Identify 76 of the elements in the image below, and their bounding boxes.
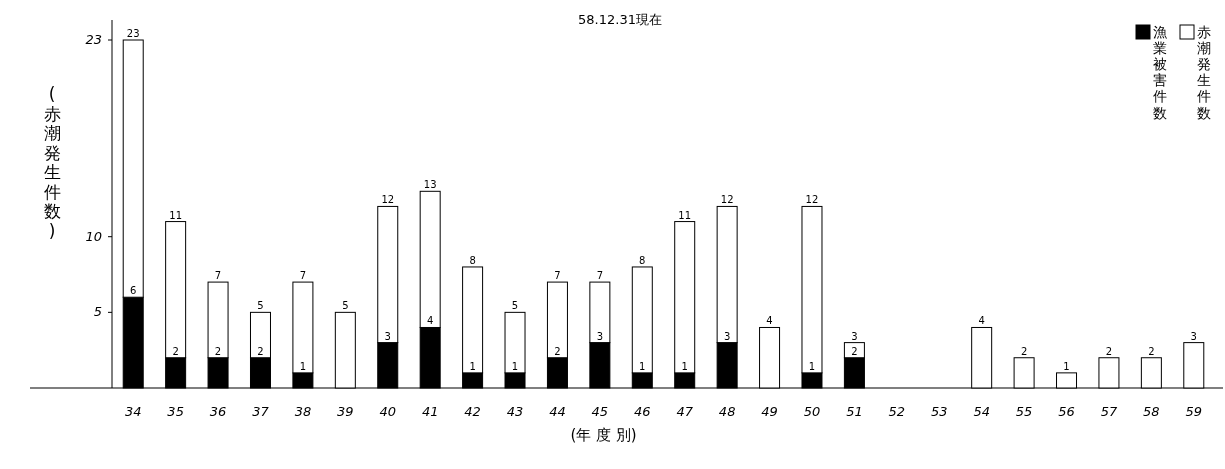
data-label: 3 bbox=[384, 330, 391, 342]
y-tick-label: 5 bbox=[93, 304, 102, 320]
data-label: 6 bbox=[130, 285, 137, 297]
x-tick-label: 53 bbox=[930, 404, 948, 419]
data-label: 3 bbox=[723, 330, 731, 342]
x-tick-label: 40 bbox=[379, 404, 397, 419]
legend-label: 漁業被害件数 bbox=[1153, 24, 1167, 121]
x-tick-label: 34 bbox=[124, 404, 142, 419]
total-label: 3 bbox=[851, 330, 858, 342]
legend: 漁業被害件数 bbox=[1135, 24, 1167, 121]
data-label: 4 bbox=[426, 315, 434, 327]
x-tick-label: 49 bbox=[761, 404, 778, 419]
y-tick-label: 10 bbox=[85, 228, 102, 244]
total-label: 5 bbox=[342, 300, 349, 312]
total-label: 13 bbox=[423, 179, 437, 191]
total-label: 7 bbox=[214, 270, 222, 282]
x-tick-label: 48 bbox=[718, 404, 736, 419]
data-label: 2 bbox=[554, 345, 561, 357]
data-label: 3 bbox=[596, 330, 604, 342]
x-tick-label: 47 bbox=[676, 404, 694, 419]
y-axis-title: (赤潮発生件数) bbox=[43, 84, 61, 241]
x-tick-label: 36 bbox=[209, 404, 227, 419]
x-tick-label: 59 bbox=[1185, 404, 1203, 419]
chart-title: 58.12.31現在 bbox=[578, 12, 662, 27]
data-label: 2 bbox=[257, 345, 264, 357]
total-label: 4 bbox=[978, 315, 985, 327]
total-label: 11 bbox=[169, 209, 182, 221]
total-label: 12 bbox=[805, 194, 819, 206]
x-tick-label: 41 bbox=[421, 404, 439, 419]
total-label: 8 bbox=[469, 254, 476, 266]
total-label: 5 bbox=[511, 300, 519, 312]
x-tick-label: 37 bbox=[252, 404, 270, 419]
total-label: 8 bbox=[639, 254, 646, 266]
x-tick-label: 46 bbox=[634, 404, 651, 419]
total-label: 11 bbox=[678, 209, 692, 221]
data-label: 1 bbox=[299, 360, 307, 372]
x-tick-label: 52 bbox=[888, 404, 906, 419]
total-label: 7 bbox=[596, 270, 604, 282]
x-axis-title: (年 度 別) bbox=[570, 426, 637, 444]
total-label: 2 bbox=[1020, 345, 1028, 357]
x-tick-label: 45 bbox=[591, 404, 609, 419]
data-label: 2 bbox=[172, 345, 179, 357]
total-label: 2 bbox=[1148, 345, 1155, 357]
x-tick-label: 35 bbox=[167, 404, 184, 419]
total-label: 5 bbox=[257, 300, 264, 312]
total-label: 1 bbox=[1063, 360, 1070, 372]
total-label: 23 bbox=[126, 28, 140, 39]
total-label: 12 bbox=[720, 194, 734, 206]
data-label: 1 bbox=[639, 360, 646, 372]
data-label: 1 bbox=[469, 360, 476, 372]
total-label: 7 bbox=[299, 270, 307, 282]
x-tick-label: 42 bbox=[464, 404, 481, 419]
total-label: 3 bbox=[1190, 330, 1197, 342]
x-tick-label: 56 bbox=[1058, 404, 1075, 419]
total-label: 4 bbox=[766, 315, 773, 327]
x-tick-label: 57 bbox=[1100, 404, 1118, 419]
x-tick-label: 55 bbox=[1015, 404, 1033, 419]
data-label: 2 bbox=[851, 345, 858, 357]
x-tick-label: 43 bbox=[506, 404, 524, 419]
x-tick-label: 39 bbox=[337, 404, 354, 419]
total-label: 12 bbox=[381, 194, 395, 206]
data-label: 1 bbox=[511, 360, 519, 372]
legend-label: 赤潮発生件数 bbox=[1197, 24, 1211, 121]
data-label: 1 bbox=[681, 360, 688, 372]
x-tick-label: 44 bbox=[549, 404, 566, 419]
x-tick-label: 54 bbox=[973, 404, 990, 419]
y-tick-label: 23 bbox=[85, 32, 102, 47]
x-tick-label: 50 bbox=[803, 404, 821, 419]
total-label: 7 bbox=[554, 270, 561, 282]
legend: 赤潮発生件数 bbox=[1179, 24, 1211, 121]
x-tick-label: 38 bbox=[294, 404, 312, 419]
data-label: 2 bbox=[214, 345, 222, 357]
x-tick-label: 58 bbox=[1143, 404, 1160, 419]
total-label: 2 bbox=[1105, 345, 1113, 357]
x-tick-label: 51 bbox=[846, 404, 863, 419]
data-label: 1 bbox=[808, 360, 816, 372]
